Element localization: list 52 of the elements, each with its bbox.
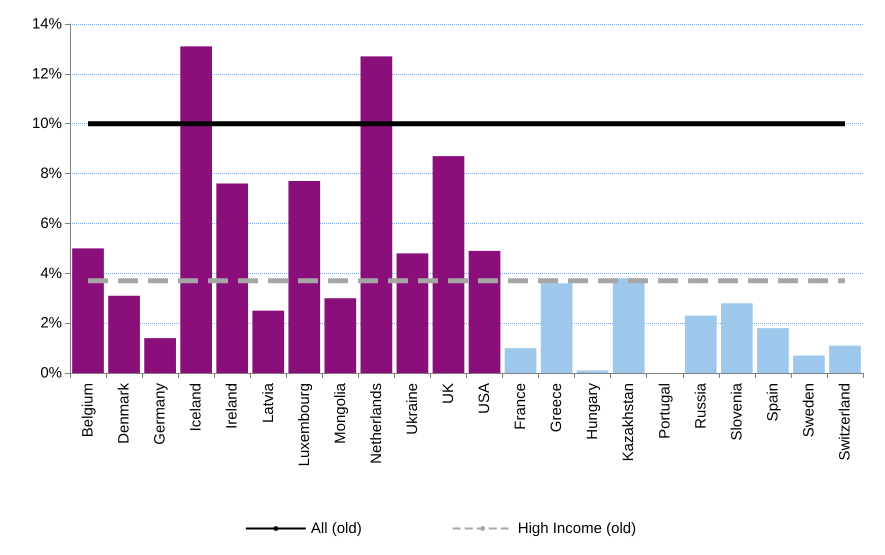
x-tick-label: Netherlands xyxy=(368,383,385,464)
bar xyxy=(468,250,500,373)
x-tick-label: Portugal xyxy=(656,383,674,439)
bar xyxy=(288,181,320,373)
x-tick-label: Sweden xyxy=(800,383,818,438)
x-tick-label: France xyxy=(512,383,530,430)
y-tick-label: 2% xyxy=(40,314,62,332)
y-tick-label: 14% xyxy=(32,16,62,32)
y-tick-label: 12% xyxy=(32,65,62,82)
bar xyxy=(252,310,284,373)
bar xyxy=(108,296,140,373)
bar xyxy=(612,278,645,373)
bar xyxy=(216,184,248,373)
x-tick-label: Greece xyxy=(548,383,566,432)
x-tick-label: Hungary xyxy=(584,382,602,440)
bar xyxy=(180,46,212,373)
bar xyxy=(324,298,356,373)
bar xyxy=(144,338,176,373)
bar xyxy=(504,348,536,373)
bar xyxy=(540,283,572,373)
bar xyxy=(757,328,789,373)
y-tick-label: 6% xyxy=(40,214,62,232)
bar xyxy=(720,303,753,373)
x-tick-label: Russia xyxy=(692,382,710,429)
bar xyxy=(829,346,861,373)
x-tick-label: Spain xyxy=(764,383,782,422)
x-tick-label: Germany xyxy=(152,382,169,445)
y-tick-label: 4% xyxy=(40,264,62,282)
y-tick-label: 8% xyxy=(40,165,62,182)
x-tick-label: Luxembourg xyxy=(296,383,313,466)
y-tick-label: 0% xyxy=(40,364,62,382)
x-tick-label: Slovenia xyxy=(728,382,746,441)
x-tick-label: Mongolia xyxy=(332,382,349,444)
x-tick-label: Denmark xyxy=(116,382,133,444)
bar xyxy=(684,316,717,373)
x-tick-label: UK xyxy=(440,383,457,404)
x-tick-label: Kazakhstan xyxy=(620,383,638,462)
legend-label: High Income (old) xyxy=(518,520,636,537)
x-tick-label: USA xyxy=(476,383,494,414)
bar xyxy=(396,253,428,373)
bar xyxy=(360,56,392,373)
bar xyxy=(72,248,104,373)
x-tick-label: Ireland xyxy=(224,383,241,429)
x-tick-label: Ukraine xyxy=(404,383,421,435)
x-tick-label: Switzerland xyxy=(836,383,854,461)
x-tick-label: Belgium xyxy=(80,383,97,438)
bar xyxy=(793,356,825,373)
legend-label: All (old) xyxy=(310,520,362,537)
y-tick-label: 10% xyxy=(32,115,62,132)
x-tick-label: Iceland xyxy=(188,383,205,432)
bar xyxy=(432,156,464,373)
x-tick-label: Latvia xyxy=(260,382,277,424)
